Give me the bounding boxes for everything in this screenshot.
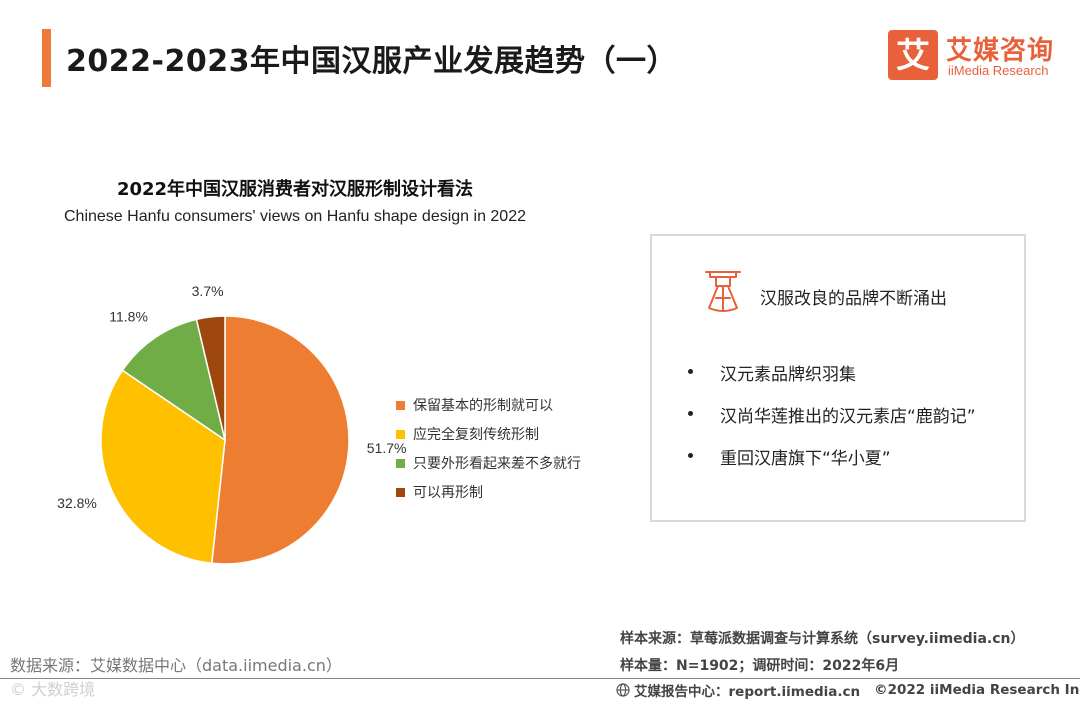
legend-label: 应完全复刻传统形制: [413, 426, 539, 443]
legend-swatch: [396, 488, 405, 497]
logo-name: 艾媒咨询: [946, 36, 1055, 66]
logo-mark-icon: 艾: [888, 30, 938, 80]
data-source: 数据来源：艾媒数据中心（data.iimedia.cn）: [10, 656, 342, 675]
list-item-text: 汉尚华莲推出的汉元素店“鹿韵记”: [720, 407, 976, 427]
pie-slice: [121, 318, 227, 442]
report-center: 艾媒报告中心：report.iimedia.cn: [634, 684, 861, 700]
pie-slice: [195, 315, 226, 441]
logo-subtitle: iiMedia Research: [948, 63, 1049, 78]
hanfu-garment-icon: [704, 266, 742, 318]
legend-label: 只要外形看起来差不多就行: [413, 455, 581, 472]
legend-label: 可以再形制: [413, 485, 483, 501]
list-item: 汉尚华莲推出的汉元素店“鹿韵记”: [688, 402, 976, 444]
bullet-icon: [688, 411, 693, 416]
sample-source: 样本来源：草莓派数据调查与计算系统（survey.iimedia.cn）: [620, 631, 1025, 647]
page-title: 2022-2023年中国汉服产业发展趋势（一）: [66, 44, 677, 79]
sample-size: 样本量：N=1902；调研时间：2022年6月: [620, 658, 900, 674]
footer-divider: [0, 678, 1080, 679]
info-heading: 汉服改良的品牌不断涌出: [760, 289, 947, 309]
title-accent-bar: [42, 29, 51, 87]
bullet-icon: [688, 369, 693, 374]
list-item-text: 重回汉唐旗下“华小夏”: [720, 449, 891, 469]
chart-title: 2022年中国汉服消费者对汉服形制设计看法: [116, 179, 474, 200]
info-panel: 汉服改良的品牌不断涌出 汉元素品牌织羽集 汉尚华莲推出的汉元素店“鹿韵记” 重回…: [650, 234, 1026, 522]
chart-subtitle: Chinese Hanfu consumers' views on Hanfu …: [64, 208, 526, 225]
footer: 艾媒报告中心：report.iimedia.cn ©2022 iiMedia R…: [616, 680, 1080, 700]
iimedia-logo: 艾 艾媒咨询 iiMedia Research: [888, 30, 1068, 84]
watermark: © 大数跨境: [10, 680, 96, 699]
legend-label: 保留基本的形制就可以: [413, 397, 553, 414]
copyright: ©2022 iiMedia Research Inc: [874, 682, 1080, 698]
legend-swatch: [396, 401, 405, 410]
legend-swatch: [396, 459, 405, 468]
slice-value-label: 51.7%: [367, 440, 407, 456]
bullet-icon: [688, 453, 693, 458]
pie-slice: [100, 369, 226, 565]
legend-swatch: [396, 430, 405, 439]
list-item: 重回汉唐旗下“华小夏”: [688, 444, 976, 486]
list-item: 汉元素品牌织羽集: [688, 360, 976, 402]
slice-value-label: 32.8%: [57, 495, 97, 511]
globe-icon: [616, 683, 630, 697]
slice-value-label: 3.7%: [192, 283, 224, 299]
pie-chart: 51.7% 32.8% 11.8% 3.7% 保留基本的形制就可以应完全复刻传统形制只要…: [57, 283, 581, 565]
svg-text:艾: 艾: [896, 36, 930, 76]
list-item-text: 汉元素品牌织羽集: [720, 365, 856, 385]
pie-slice: [210, 315, 350, 565]
info-list: 汉元素品牌织羽集 汉尚华莲推出的汉元素店“鹿韵记” 重回汉唐旗下“华小夏”: [688, 360, 976, 486]
slice-value-label: 11.8%: [109, 308, 148, 324]
